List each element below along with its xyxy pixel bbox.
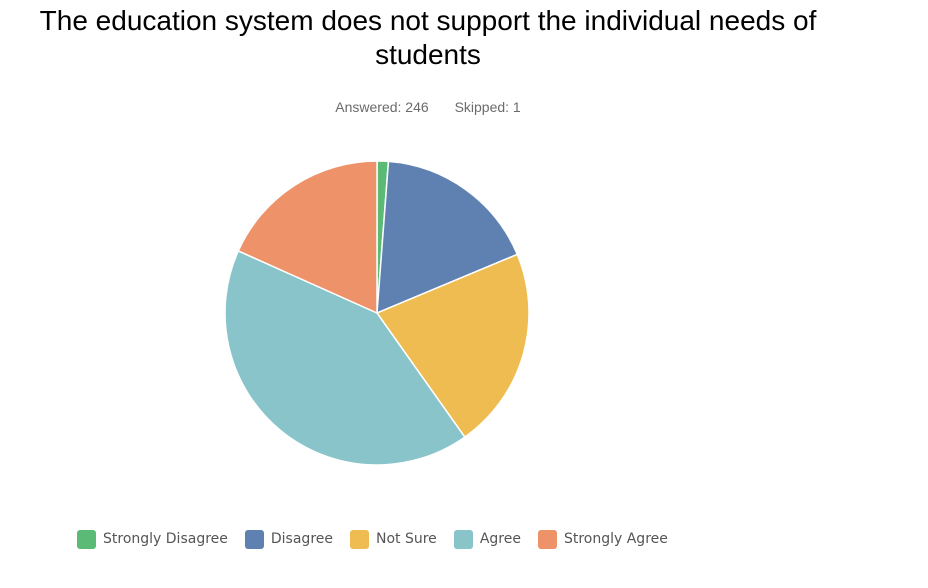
legend-item-not-sure: Not Sure bbox=[350, 529, 437, 549]
legend-label-agree: Agree bbox=[479, 531, 521, 547]
answered-count: Answered: 246 bbox=[335, 99, 429, 115]
legend-item-disagree: Disagree bbox=[244, 529, 333, 549]
pie-slice-strongly-agree bbox=[237, 160, 378, 314]
legend-item-agree: Agree bbox=[453, 529, 521, 549]
legend-swatch-disagree bbox=[244, 529, 264, 549]
legend: Strongly Disagree Disagree Not Sure Agree St… bbox=[77, 526, 685, 552]
legend-swatch-agree bbox=[453, 529, 473, 549]
legend-label-not-sure: Not Sure bbox=[376, 531, 437, 547]
response-summary: Answered: 246 Skipped: 1 bbox=[0, 99, 856, 115]
legend-label-strongly-disagree: Strongly Disagree bbox=[103, 531, 228, 547]
pie-slice-disagree bbox=[376, 160, 518, 314]
legend-swatch-strongly-agree bbox=[537, 529, 557, 549]
legend-item-strongly-disagree: Strongly Disagree bbox=[77, 529, 228, 549]
legend-item-strongly-agree: Strongly Agree bbox=[537, 529, 668, 549]
pie-slice-not-sure bbox=[376, 253, 530, 438]
pie-slice-agree bbox=[224, 250, 466, 466]
legend-swatch-strongly-disagree bbox=[77, 529, 96, 549]
legend-label-disagree: Disagree bbox=[270, 531, 333, 547]
skipped-count: Skipped: 1 bbox=[454, 99, 521, 115]
legend-swatch-not-sure bbox=[350, 529, 369, 549]
legend-label-strongly-agree: Strongly Agree bbox=[563, 531, 668, 547]
chart-title: The education system does not support th… bbox=[39, 5, 817, 70]
